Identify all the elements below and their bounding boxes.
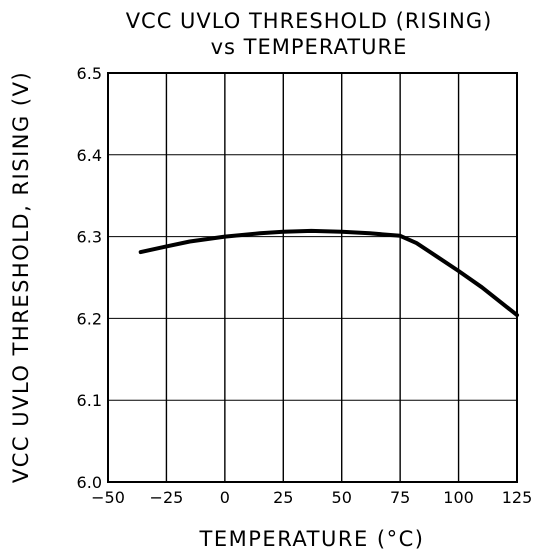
x-tick-label: 125 (502, 488, 533, 507)
y-tick-label: 6.3 (77, 228, 102, 247)
x-tick-label: −25 (150, 488, 184, 507)
x-tick-label: 25 (273, 488, 293, 507)
y-tick-label: 6.1 (77, 391, 102, 410)
x-tick-label: −50 (91, 488, 125, 507)
y-axis-label: VCC UVLO THRESHOLD, RISING (V) (9, 71, 33, 483)
x-tick-label: 50 (332, 488, 352, 507)
y-tick-label: 6.2 (77, 309, 102, 328)
y-tick-label: 6.0 (77, 473, 102, 492)
y-tick-label: 6.4 (77, 146, 102, 165)
y-tick-labels: 6.0 6.1 6.2 6.3 6.4 6.5 (77, 64, 102, 492)
x-tick-label: 100 (443, 488, 474, 507)
grid (108, 73, 517, 482)
x-axis-label: TEMPERATURE (°C) (199, 527, 425, 551)
y-tick-label: 6.5 (77, 64, 102, 83)
x-tick-label: 0 (220, 488, 230, 507)
chart-title-line2: vs TEMPERATURE (211, 35, 408, 59)
plot-frame (107, 72, 518, 483)
chart-title-line1: VCC UVLO THRESHOLD (RISING) (126, 9, 493, 33)
x-tick-label: 75 (390, 488, 410, 507)
x-tick-labels: −50 −25 0 25 50 75 100 125 (91, 488, 532, 507)
series-line (138, 228, 519, 318)
